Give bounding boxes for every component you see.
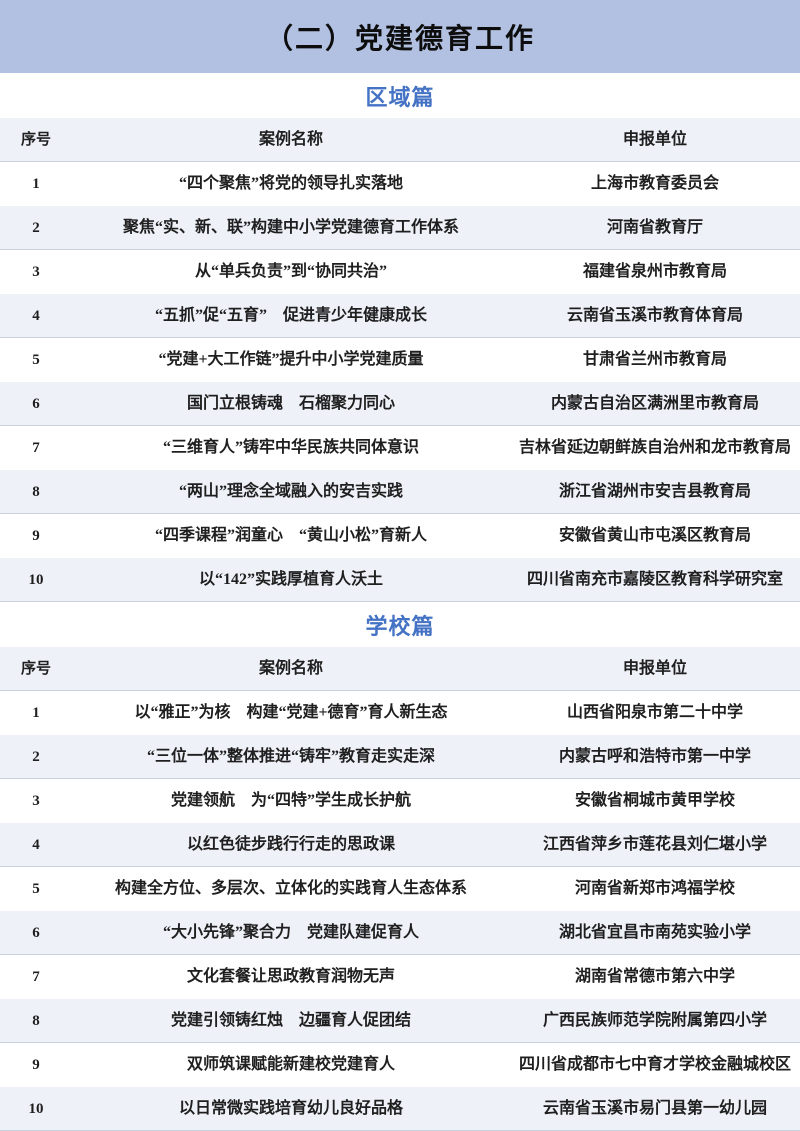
cell-unit: 四川省成都市七中育才学校金融城校区: [518, 1056, 791, 1074]
cell-index: 8: [32, 1012, 40, 1029]
cell-case-name: “大小先锋”聚合力 党建队建促育人: [162, 923, 419, 941]
table-row: 7 “三维育人”铸牢中华民族共同体意识 吉林省延边朝鲜族自治州和龙市教育局: [0, 426, 800, 470]
table-row: 4 “五抓”促“五育” 促进青少年健康成长 云南省玉溪市教育体育局: [0, 294, 800, 338]
cell-unit: 山西省阳泉市第二十中学: [566, 704, 743, 722]
cell-index: 10: [28, 1100, 44, 1117]
table-row: 10 以“142”实践厚植育人沃土 四川省南充市嘉陵区教育科学研究室: [0, 558, 800, 602]
cell-case-name: “两山”理念全域融入的安吉实践: [178, 482, 403, 500]
table-row: 7 文化套餐让思政教育润物无声 湖南省常德市第六中学: [0, 955, 800, 999]
cell-unit: 河南省新郑市鸿福学校: [574, 880, 735, 898]
column-header-case-name: 案例名称: [258, 659, 323, 677]
table-row: 6 国门立根铸魂 石榴聚力同心 内蒙古自治区满洲里市教育局: [0, 382, 800, 426]
cell-unit: 四川省南充市嘉陵区教育科学研究室: [526, 570, 783, 588]
cell-unit: 浙江省湖州市安吉县教育局: [558, 482, 751, 500]
section-region: 区域篇 序号 案例名称 申报单位 1 “四个聚焦”将党的领导扎实落地 上海市教育…: [0, 73, 800, 602]
cell-index: 9: [32, 1057, 40, 1073]
cell-unit: 云南省玉溪市易门县第一幼儿园: [542, 1099, 767, 1117]
cell-unit: 内蒙古呼和浩特市第一中学: [558, 747, 751, 765]
cell-index: 4: [32, 836, 40, 853]
cell-index: 7: [32, 969, 40, 985]
table-row: 8 党建引领铸红烛 边疆育人促团结 广西民族师范学院附属第四小学: [0, 999, 800, 1043]
page-title: （二）党建德育工作: [0, 0, 800, 73]
cell-index: 1: [32, 176, 40, 192]
cell-unit: 湖北省宜昌市南苑实验小学: [558, 923, 751, 941]
cell-index: 2: [32, 219, 40, 236]
table-header-row: 序号 案例名称 申报单位: [0, 118, 800, 162]
cell-case-name: 构建全方位、多层次、立体化的实践育人生态体系: [114, 880, 467, 898]
cell-index: 6: [32, 395, 40, 412]
cell-unit: 上海市教育委员会: [590, 175, 719, 193]
cell-case-name: 双师筑课赋能新建校党建育人: [186, 1056, 395, 1074]
section-school: 学校篇 序号 案例名称 申报单位 1 以“雅正”为核 构建“党建+德育”育人新生…: [0, 602, 800, 1131]
cell-unit: 吉林省延边朝鲜族自治州和龙市教育局: [518, 439, 791, 457]
cell-unit: 安徽省桐城市黄甲学校: [574, 792, 735, 810]
cell-case-name: “党建+大工作链”提升中小学党建质量: [158, 351, 424, 369]
cell-index: 3: [32, 793, 40, 809]
cell-index: 6: [32, 924, 40, 941]
column-header-index: 序号: [20, 660, 51, 677]
cell-unit: 河南省教育厅: [606, 218, 703, 236]
table-row: 9 “四季课程”润童心 “黄山小松”育新人 安徽省黄山市屯溪区教育局: [0, 514, 800, 558]
table-row: 5 “党建+大工作链”提升中小学党建质量 甘肃省兰州市教育局: [0, 338, 800, 382]
cell-index: 4: [32, 307, 40, 324]
school-table: 序号 案例名称 申报单位 1 以“雅正”为核 构建“党建+德育”育人新生态 山西…: [0, 647, 800, 1131]
table-row: 4 以红色徒步践行行走的思政课 江西省萍乡市莲花县刘仁堪小学: [0, 823, 800, 867]
cell-unit: 安徽省黄山市屯溪区教育局: [558, 527, 751, 545]
cell-unit: 江西省萍乡市莲花县刘仁堪小学: [542, 835, 767, 853]
cell-case-name: 党建领航 为“四特”学生成长护航: [170, 792, 411, 810]
column-header-index: 序号: [20, 131, 51, 148]
cell-case-name: 聚焦“实、新、联”构建中小学党建德育工作体系: [122, 218, 459, 236]
table-row: 1 以“雅正”为核 构建“党建+德育”育人新生态 山西省阳泉市第二十中学: [0, 691, 800, 735]
cell-case-name: 国门立根铸魂 石榴聚力同心: [186, 394, 395, 412]
table-row: 1 “四个聚焦”将党的领导扎实落地 上海市教育委员会: [0, 162, 800, 206]
cell-index: 2: [32, 748, 40, 765]
section-title-region: 区域篇: [365, 84, 435, 110]
region-table-rows: 1 “四个聚焦”将党的领导扎实落地 上海市教育委员会 2 聚焦“实、新、联”构建…: [0, 162, 800, 602]
cell-case-name: 从“单兵负责”到“协同共治”: [194, 263, 387, 281]
cell-case-name: 党建引领铸红烛 边疆育人促团结: [170, 1011, 411, 1029]
table-row: 9 双师筑课赋能新建校党建育人 四川省成都市七中育才学校金融城校区: [0, 1043, 800, 1087]
cell-case-name: “四个聚焦”将党的领导扎实落地: [178, 175, 403, 193]
cell-case-name: “三位一体”整体推进“铸牢”教育走实走深: [146, 747, 435, 765]
cell-unit: 广西民族师范学院附属第四小学: [542, 1011, 767, 1029]
table-row: 5 构建全方位、多层次、立体化的实践育人生态体系 河南省新郑市鸿福学校: [0, 867, 800, 911]
cell-unit: 内蒙古自治区满洲里市教育局: [550, 394, 759, 412]
cell-case-name: 以“142”实践厚植育人沃土: [198, 570, 383, 588]
column-header-unit: 申报单位: [622, 659, 687, 677]
cell-index: 5: [32, 881, 40, 897]
school-table-rows: 1 以“雅正”为核 构建“党建+德育”育人新生态 山西省阳泉市第二十中学 2 “…: [0, 691, 800, 1131]
table-row: 3 从“单兵负责”到“协同共治” 福建省泉州市教育局: [0, 250, 800, 294]
column-header-case-name: 案例名称: [258, 130, 323, 148]
cell-index: 9: [32, 528, 40, 544]
table-row: 6 “大小先锋”聚合力 党建队建促育人 湖北省宜昌市南苑实验小学: [0, 911, 800, 955]
cell-case-name: 以红色徒步践行行走的思政课: [186, 835, 395, 853]
cell-case-name: 以“雅正”为核 构建“党建+德育”育人新生态: [134, 704, 448, 722]
cell-case-name: 以日常微实践培育幼儿良好品格: [178, 1099, 403, 1117]
table-header-row: 序号 案例名称 申报单位: [0, 647, 800, 691]
cell-index: 5: [32, 352, 40, 368]
cell-unit: 云南省玉溪市教育体育局: [566, 306, 743, 324]
cell-index: 10: [28, 571, 44, 588]
column-header-unit: 申报单位: [622, 130, 687, 148]
table-row: 3 党建领航 为“四特”学生成长护航 安徽省桐城市黄甲学校: [0, 779, 800, 823]
cell-case-name: “四季课程”润童心 “黄山小松”育新人: [154, 527, 427, 545]
cell-index: 8: [32, 483, 40, 500]
cell-index: 1: [32, 705, 40, 721]
section-title-school: 学校篇: [365, 613, 435, 639]
table-row: 2 “三位一体”整体推进“铸牢”教育走实走深 内蒙古呼和浩特市第一中学: [0, 735, 800, 779]
table-row: 10 以日常微实践培育幼儿良好品格 云南省玉溪市易门县第一幼儿园: [0, 1087, 800, 1131]
region-table: 序号 案例名称 申报单位 1 “四个聚焦”将党的领导扎实落地 上海市教育委员会 …: [0, 118, 800, 602]
table-row: 8 “两山”理念全域融入的安吉实践 浙江省湖州市安吉县教育局: [0, 470, 800, 514]
cell-unit: 湖南省常德市第六中学: [574, 968, 735, 986]
cell-unit: 甘肃省兰州市教育局: [582, 351, 727, 369]
cell-index: 3: [32, 264, 40, 280]
cell-index: 7: [32, 440, 40, 456]
cell-case-name: “三维育人”铸牢中华民族共同体意识: [162, 439, 419, 457]
cell-unit: 福建省泉州市教育局: [582, 263, 727, 281]
cell-case-name: 文化套餐让思政教育润物无声: [186, 968, 395, 986]
cell-case-name: “五抓”促“五育” 促进青少年健康成长: [154, 306, 427, 324]
table-row: 2 聚焦“实、新、联”构建中小学党建德育工作体系 河南省教育厅: [0, 206, 800, 250]
